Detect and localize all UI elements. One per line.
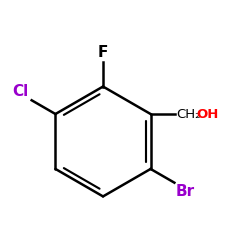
Text: F: F xyxy=(98,46,108,60)
Text: OH: OH xyxy=(196,108,218,120)
Text: Br: Br xyxy=(176,184,195,199)
Text: Cl: Cl xyxy=(13,84,29,99)
Text: CH₂: CH₂ xyxy=(176,108,200,120)
